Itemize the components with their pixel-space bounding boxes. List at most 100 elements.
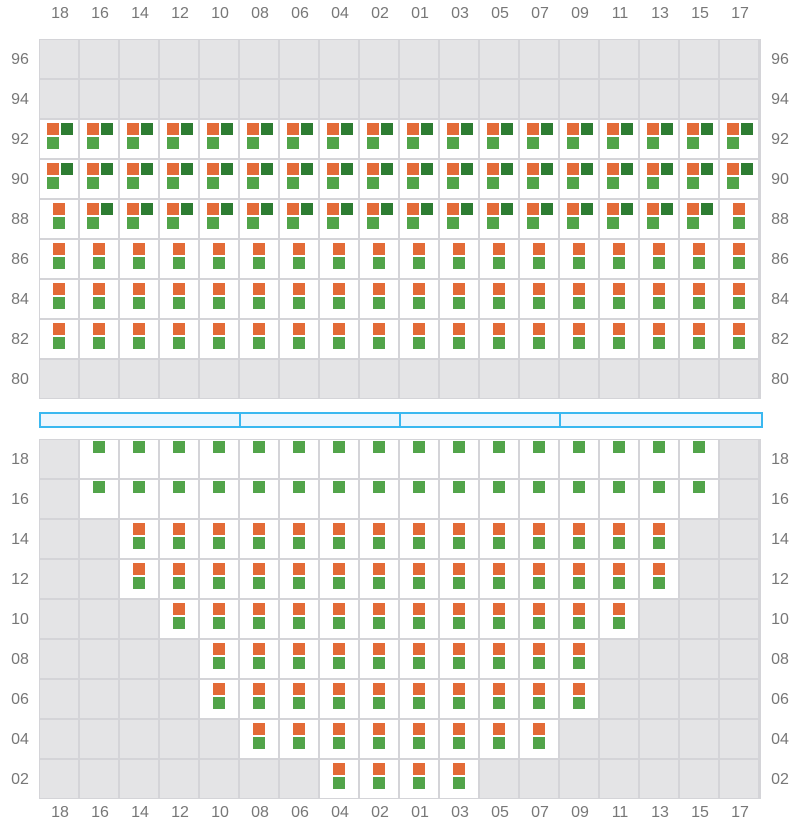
- seat-cell[interactable]: [440, 120, 478, 158]
- seat-cell[interactable]: [40, 160, 78, 198]
- seat-cell[interactable]: [480, 120, 518, 158]
- seat-cell[interactable]: [120, 480, 158, 518]
- seat-cell[interactable]: [320, 120, 358, 158]
- seat-cell[interactable]: [240, 240, 278, 278]
- seat-cell[interactable]: [40, 280, 78, 318]
- seat-cell[interactable]: [520, 240, 558, 278]
- seat-cell[interactable]: [400, 320, 438, 358]
- seat-cell[interactable]: [200, 480, 238, 518]
- seat-cell[interactable]: [360, 480, 398, 518]
- seat-cell[interactable]: [200, 560, 238, 598]
- seat-cell[interactable]: [240, 680, 278, 718]
- seat-cell[interactable]: [400, 600, 438, 638]
- seat-cell[interactable]: [200, 240, 238, 278]
- seat-cell[interactable]: [160, 320, 198, 358]
- seat-cell[interactable]: [560, 520, 598, 558]
- seat-cell[interactable]: [160, 160, 198, 198]
- seat-cell[interactable]: [560, 640, 598, 678]
- seat-cell[interactable]: [280, 680, 318, 718]
- seat-cell[interactable]: [280, 280, 318, 318]
- seat-cell[interactable]: [240, 200, 278, 238]
- seat-cell[interactable]: [560, 160, 598, 198]
- seat-cell[interactable]: [320, 560, 358, 598]
- seat-cell[interactable]: [320, 520, 358, 558]
- seat-cell[interactable]: [360, 200, 398, 238]
- seat-cell[interactable]: [200, 280, 238, 318]
- seat-cell[interactable]: [600, 280, 638, 318]
- seat-cell[interactable]: [80, 120, 118, 158]
- seat-cell[interactable]: [520, 680, 558, 718]
- seat-cell[interactable]: [400, 480, 438, 518]
- seat-cell[interactable]: [40, 200, 78, 238]
- seat-cell[interactable]: [680, 280, 718, 318]
- seat-cell[interactable]: [160, 240, 198, 278]
- seat-cell[interactable]: [360, 240, 398, 278]
- seat-cell[interactable]: [80, 280, 118, 318]
- seat-cell[interactable]: [320, 200, 358, 238]
- seat-cell[interactable]: [560, 560, 598, 598]
- seat-cell[interactable]: [120, 120, 158, 158]
- seat-cell[interactable]: [520, 480, 558, 518]
- seat-cell[interactable]: [200, 600, 238, 638]
- seat-cell[interactable]: [320, 440, 358, 478]
- seat-cell[interactable]: [600, 600, 638, 638]
- seat-cell[interactable]: [240, 120, 278, 158]
- seat-cell[interactable]: [120, 200, 158, 238]
- seat-cell[interactable]: [240, 520, 278, 558]
- seat-cell[interactable]: [320, 240, 358, 278]
- seat-cell[interactable]: [680, 160, 718, 198]
- seat-cell[interactable]: [360, 120, 398, 158]
- seat-cell[interactable]: [480, 240, 518, 278]
- seat-cell[interactable]: [400, 120, 438, 158]
- seat-cell[interactable]: [280, 640, 318, 678]
- seat-cell[interactable]: [640, 200, 678, 238]
- seat-cell[interactable]: [280, 120, 318, 158]
- seat-cell[interactable]: [480, 480, 518, 518]
- seat-cell[interactable]: [280, 440, 318, 478]
- seat-cell[interactable]: [160, 480, 198, 518]
- seat-cell[interactable]: [240, 320, 278, 358]
- seat-cell[interactable]: [320, 720, 358, 758]
- seat-cell[interactable]: [680, 440, 718, 478]
- seat-cell[interactable]: [440, 760, 478, 798]
- seat-cell[interactable]: [560, 600, 598, 638]
- seat-cell[interactable]: [200, 200, 238, 238]
- seat-cell[interactable]: [120, 560, 158, 598]
- seat-cell[interactable]: [280, 720, 318, 758]
- seat-cell[interactable]: [440, 280, 478, 318]
- seat-cell[interactable]: [440, 560, 478, 598]
- seat-cell[interactable]: [240, 480, 278, 518]
- seat-cell[interactable]: [120, 280, 158, 318]
- seat-cell[interactable]: [240, 160, 278, 198]
- seat-cell[interactable]: [160, 520, 198, 558]
- seat-cell[interactable]: [440, 160, 478, 198]
- seat-cell[interactable]: [120, 440, 158, 478]
- seat-cell[interactable]: [360, 640, 398, 678]
- seat-cell[interactable]: [720, 120, 758, 158]
- seat-cell[interactable]: [520, 600, 558, 638]
- seat-cell[interactable]: [520, 320, 558, 358]
- seat-cell[interactable]: [160, 200, 198, 238]
- seat-cell[interactable]: [240, 600, 278, 638]
- seat-cell[interactable]: [400, 440, 438, 478]
- seat-cell[interactable]: [440, 520, 478, 558]
- seat-cell[interactable]: [360, 320, 398, 358]
- seat-cell[interactable]: [200, 320, 238, 358]
- seat-cell[interactable]: [240, 440, 278, 478]
- seat-cell[interactable]: [360, 600, 398, 638]
- seat-cell[interactable]: [400, 160, 438, 198]
- seat-cell[interactable]: [520, 440, 558, 478]
- seat-cell[interactable]: [440, 480, 478, 518]
- seat-cell[interactable]: [400, 280, 438, 318]
- seat-cell[interactable]: [480, 280, 518, 318]
- seat-cell[interactable]: [640, 280, 678, 318]
- seat-cell[interactable]: [120, 320, 158, 358]
- seat-cell[interactable]: [360, 440, 398, 478]
- seat-cell[interactable]: [400, 560, 438, 598]
- seat-cell[interactable]: [120, 160, 158, 198]
- seat-cell[interactable]: [640, 320, 678, 358]
- seat-cell[interactable]: [480, 200, 518, 238]
- seat-cell[interactable]: [200, 640, 238, 678]
- seat-cell[interactable]: [600, 440, 638, 478]
- seat-cell[interactable]: [600, 320, 638, 358]
